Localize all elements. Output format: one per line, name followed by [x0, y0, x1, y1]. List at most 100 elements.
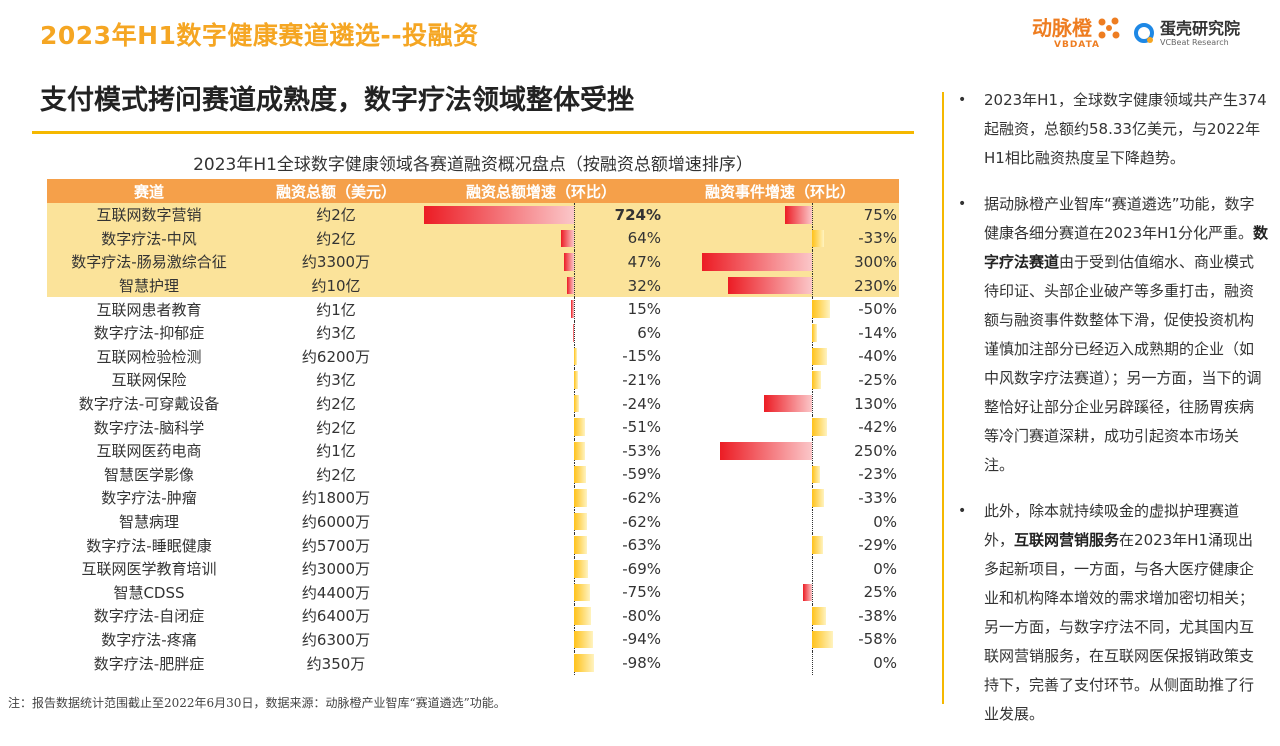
- event-growth-bar: [812, 630, 834, 649]
- table-row: 数字疗法-肠易激综合征 约3300万 47% 300%: [47, 250, 899, 274]
- amount-growth-cell: -15%: [421, 344, 661, 369]
- funding-amount-cell: 约2亿: [251, 203, 421, 227]
- event-growth-label: 0%: [873, 512, 897, 531]
- event-growth-label: -33%: [858, 229, 897, 248]
- event-growth-bar: [812, 536, 823, 554]
- funding-amount-cell: 约10亿: [251, 273, 421, 298]
- amount-growth-bar: [574, 441, 585, 460]
- event-growth-cell: 250%: [661, 438, 899, 463]
- column-header-amount: 融资总额（美元）: [251, 179, 421, 203]
- headline-rule: [32, 131, 914, 134]
- amount-growth-cell: -24%: [421, 391, 661, 416]
- event-growth-label: -29%: [858, 536, 897, 555]
- amount-growth-cell: 32%: [421, 273, 661, 298]
- page-headline: 支付模式拷问赛道成熟度，数字疗法领域整体受挫: [40, 85, 634, 116]
- track-name-cell: 互联网患者教育: [96, 300, 202, 319]
- amount-growth-cell: -62%: [421, 509, 661, 534]
- amount-growth-label: -21%: [622, 370, 661, 389]
- amount-growth-label: -15%: [622, 347, 661, 366]
- vcbeat-logo-name: 蛋壳研究院: [1159, 18, 1240, 38]
- funding-amount-cell: 约4400万: [301, 583, 371, 602]
- amount-growth-bar: [574, 465, 587, 484]
- track-name-cell: 数字疗法-肿瘤: [101, 489, 197, 508]
- amount-growth-bar: [574, 512, 587, 531]
- event-growth-label: 0%: [873, 654, 897, 673]
- bullet-text: 2023年H1，全球数字健康领域共产生374起融资，总额约58.33亿美元，与2…: [984, 86, 1268, 173]
- amount-growth-cell: -63%: [421, 533, 661, 557]
- amount-growth-cell: -62%: [421, 486, 661, 510]
- vbdata-logo: 动脉橙 VBDATA: [1032, 16, 1122, 50]
- bullet-emphasis: 数字疗法赛道: [984, 224, 1269, 271]
- amount-growth-bar: [572, 323, 574, 342]
- table-row: 数字疗法-可穿戴设备 约2亿 -24% 130%: [47, 391, 899, 416]
- amount-growth-label: -62%: [622, 512, 661, 531]
- bullet-point: • 据动脉橙产业智库“赛道遴选”功能，数字健康各细分赛道在2023年H1分化严重。…: [958, 190, 1268, 480]
- event-growth-bar: [812, 371, 822, 389]
- bullet-emphasis: 互联网营销服务: [1014, 531, 1120, 549]
- amount-growth-label: -75%: [622, 583, 661, 602]
- bullet-marker: •: [958, 503, 967, 519]
- event-growth-label: -50%: [858, 300, 897, 319]
- event-growth-label: -23%: [858, 465, 897, 484]
- amount-growth-bar: [574, 347, 578, 366]
- event-growth-bar: [812, 465, 821, 484]
- event-growth-label: 75%: [863, 205, 897, 224]
- table-row: 互联网检验检测 约6200万 -15% -40%: [47, 344, 899, 369]
- event-growth-bar: [784, 206, 812, 224]
- table-row: 数字疗法-睡眠健康 约5700万 -63% -29%: [47, 533, 899, 557]
- table-row: 数字疗法-自闭症 约6400万 -80% -38%: [47, 604, 899, 628]
- amount-growth-cell: 15%: [421, 297, 661, 321]
- zero-axis-line: [574, 320, 575, 345]
- amount-growth-label: 6%: [637, 323, 661, 342]
- event-growth-label: -40%: [858, 347, 897, 366]
- funding-amount-cell: 约350万: [306, 654, 366, 673]
- zero-axis-line: [812, 509, 813, 534]
- amount-growth-bar: [574, 536, 588, 554]
- amount-growth-label: -24%: [622, 394, 661, 413]
- event-growth-bar: [720, 441, 812, 460]
- table-row: 互联网医药电商 约1亿 -53% 250%: [47, 438, 899, 463]
- amount-growth-bar: [574, 371, 579, 389]
- funding-amount-cell: 约3000万: [301, 560, 371, 579]
- vcbeat-ring-icon: [1133, 23, 1154, 43]
- event-growth-cell: -40%: [661, 344, 899, 369]
- event-growth-label: 250%: [854, 441, 897, 460]
- amount-growth-cell: 6%: [421, 320, 661, 345]
- event-growth-label: -38%: [858, 606, 897, 625]
- zero-axis-line: [812, 250, 813, 274]
- amount-growth-bar: [574, 630, 594, 649]
- track-name-cell: 智慧CDSS: [113, 583, 185, 602]
- table-row: 互联网患者教育 约1亿 15% -50%: [47, 297, 899, 321]
- amount-growth-label: 32%: [627, 276, 661, 295]
- amount-growth-cell: -59%: [421, 462, 661, 487]
- event-growth-label: -42%: [858, 418, 897, 437]
- column-header-event-growth: 融资事件增速（环比）: [661, 179, 899, 203]
- amount-growth-label: -62%: [622, 488, 661, 507]
- bullet-segment: 由于受到估值缩水、商业模式待印证、头部企业破产等多重打击，融资额与融资事件数整体…: [984, 253, 1262, 474]
- event-growth-cell: -29%: [661, 533, 899, 557]
- table-header-row: 赛道 融资总额（美元） 融资总额增速（环比） 融资事件增速（环比）: [47, 179, 899, 203]
- track-name-cell: 互联网医学教育培训: [81, 560, 217, 579]
- event-growth-label: -33%: [858, 488, 897, 507]
- amount-growth-cell: 64%: [421, 226, 661, 251]
- zero-axis-line: [574, 297, 575, 321]
- zero-axis-line: [812, 203, 813, 227]
- funding-amount-cell: 约6300万: [301, 630, 371, 649]
- vbdata-logo-en: VBDATA: [1054, 40, 1100, 50]
- amount-growth-label: -94%: [622, 630, 661, 649]
- amount-growth-cell: 724%: [421, 203, 661, 227]
- zero-axis-line: [812, 556, 813, 581]
- track-name-cell: 数字疗法-睡眠健康: [86, 536, 212, 555]
- event-growth-cell: 0%: [661, 556, 899, 581]
- amount-growth-label: -59%: [622, 465, 661, 484]
- amount-growth-label: -63%: [622, 536, 661, 555]
- zero-axis-line: [812, 651, 813, 675]
- zero-axis-line: [812, 391, 813, 416]
- footnote: 注：报告数据统计范围截止至2022年6月30日，数据来源：动脉橙产业智库“赛道遴…: [8, 696, 506, 710]
- event-growth-label: 0%: [873, 559, 897, 578]
- event-growth-bar: [727, 276, 812, 295]
- bullet-marker: •: [958, 196, 967, 212]
- funding-amount-cell: 约1亿: [316, 300, 356, 319]
- track-name-cell: 互联网医药电商: [96, 442, 202, 461]
- table-row: 数字疗法-中风 约2亿 64% -33%: [47, 226, 899, 251]
